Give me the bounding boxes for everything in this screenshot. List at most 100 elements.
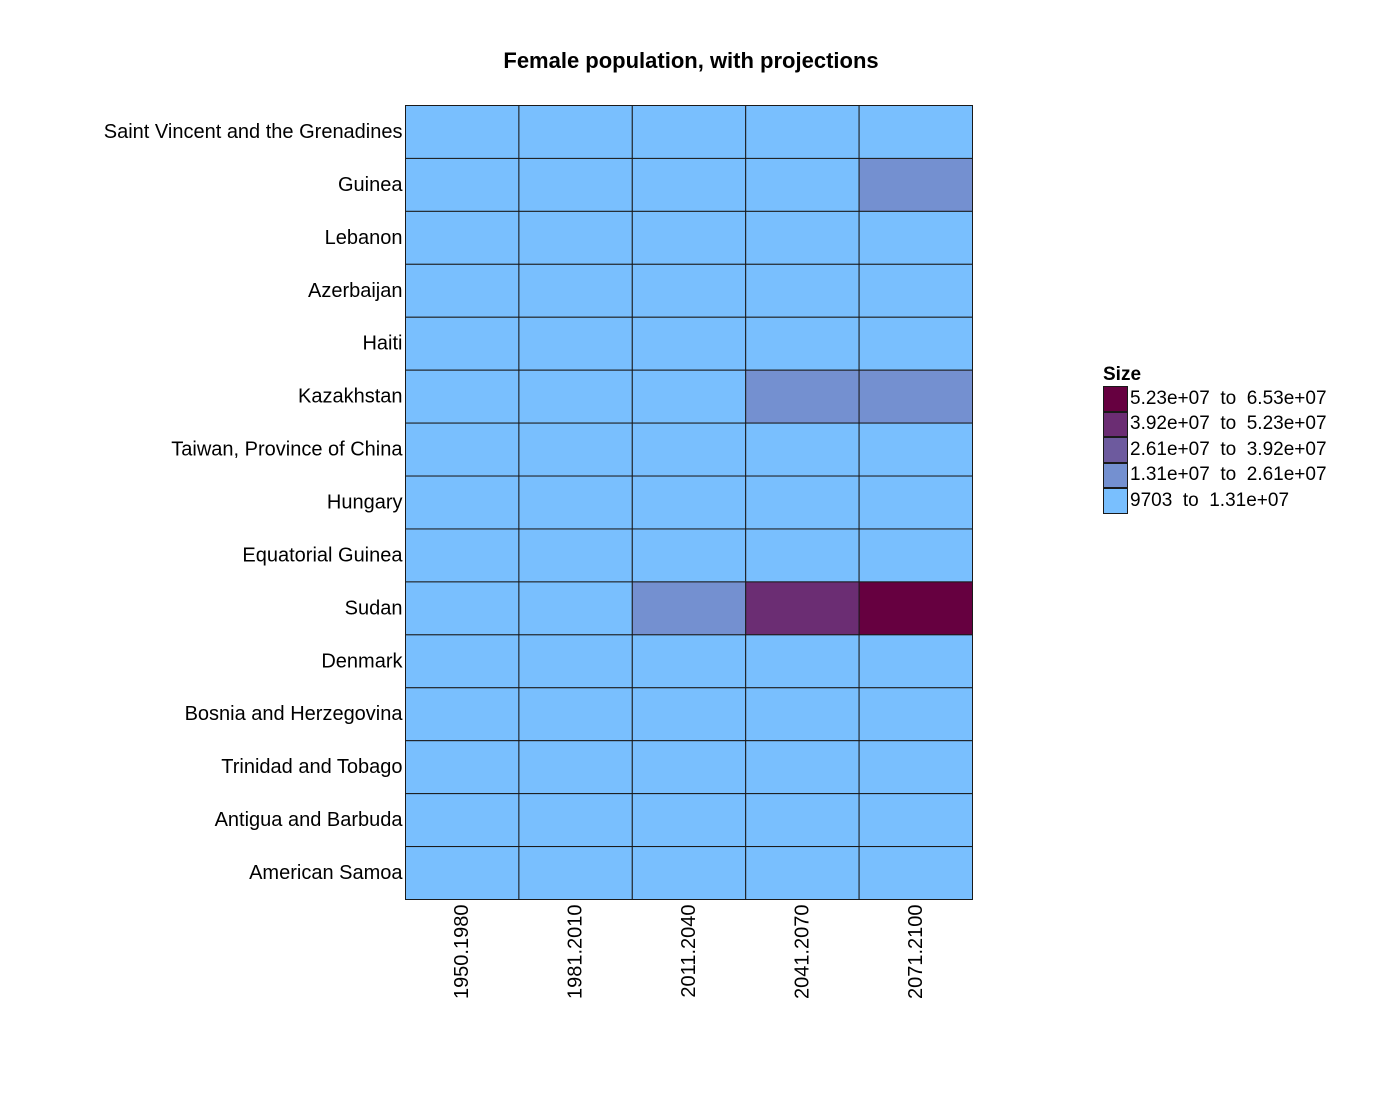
heatmap-cell	[518, 740, 633, 795]
heatmap-cell	[745, 475, 860, 530]
heatmap-cell	[405, 687, 520, 742]
heatmap-cell	[858, 581, 973, 636]
x-tick-label: 2071.2100	[905, 905, 927, 1000]
x-axis-labels: 1950.1980 1981.2010 2011.2040 2041.2070 2071…	[451, 905, 927, 1000]
y-tick-label: Lebanon	[325, 227, 403, 249]
y-tick-label: Haiti	[362, 333, 402, 355]
heatmap-cell	[745, 581, 860, 636]
heatmap-cell	[858, 316, 973, 371]
heatmap-cell	[631, 740, 747, 795]
heatmap-cell	[745, 793, 860, 848]
heatmap-cell	[631, 846, 747, 900]
y-tick-label: Bosnia and Herzegovina	[185, 703, 404, 725]
legend-item: 2.61e+07 to 3.92e+07	[1103, 437, 1327, 463]
heatmap-cell	[405, 316, 520, 371]
heatmap-cell	[405, 793, 520, 848]
heatmap-cell	[745, 422, 860, 477]
legend-swatch	[1103, 411, 1128, 437]
heatmap-cell	[518, 634, 633, 689]
heatmap-cell	[745, 210, 860, 265]
heatmap-cells	[405, 105, 973, 900]
heatmap-cell	[858, 475, 973, 530]
heatmap-cell	[405, 528, 520, 583]
heatmap-cell	[745, 634, 860, 689]
heatmap-cell	[631, 316, 747, 371]
heatmap-cell	[745, 263, 860, 318]
heatmap-cell	[518, 157, 633, 212]
heatmap-cell	[745, 316, 860, 371]
heatmap-cell	[858, 634, 973, 689]
x-tick-label: 1950.1980	[451, 905, 473, 1000]
heatmap-cell	[745, 528, 860, 583]
y-tick-label: Hungary	[327, 492, 403, 514]
heatmap-cell	[631, 369, 747, 424]
legend-label: 1.31e+07 to 2.61e+07	[1130, 464, 1327, 486]
y-tick-label: Taiwan, Province of China	[171, 439, 403, 461]
heatmap-cell	[518, 581, 633, 636]
heatmap-cell	[518, 210, 633, 265]
heatmap-cell	[858, 369, 973, 424]
legend-swatch	[1103, 488, 1128, 514]
heatmap-cell	[518, 263, 633, 318]
heatmap-cell	[858, 157, 973, 212]
heatmap-cell	[745, 369, 860, 424]
heatmap-cell	[405, 475, 520, 530]
heatmap-cell	[518, 316, 633, 371]
legend-item: 9703 to 1.31e+07	[1103, 488, 1327, 514]
heatmap-cell	[745, 105, 860, 159]
y-tick-label: Sudan	[345, 597, 403, 619]
y-tick-label: Guinea	[338, 174, 403, 196]
heatmap-cell	[858, 210, 973, 265]
heatmap-cell	[631, 422, 747, 477]
heatmap-cell	[405, 740, 520, 795]
legend-swatch	[1103, 462, 1128, 488]
legend-item: 5.23e+07 to 6.53e+07	[1103, 386, 1327, 412]
heatmap-cell	[405, 634, 520, 689]
heatmap-cell	[405, 210, 520, 265]
heatmap-cell	[518, 793, 633, 848]
legend: Size 5.23e+07 to 6.53e+07 3.92e+07 to 5.2…	[1103, 364, 1327, 514]
heatmap-cell	[858, 846, 973, 900]
legend-items: 5.23e+07 to 6.53e+07 3.92e+07 to 5.23e+07…	[1103, 386, 1327, 514]
heatmap-cell	[858, 263, 973, 318]
x-tick-label: 2041.2070	[791, 905, 813, 1000]
legend-swatch	[1103, 437, 1128, 463]
heatmap-cell	[518, 369, 633, 424]
heatmap-cell	[631, 581, 747, 636]
heatmap-cell	[631, 634, 747, 689]
y-tick-label: American Samoa	[249, 862, 403, 884]
chart-title: Female population, with projections	[503, 48, 879, 73]
heatmap-cell	[405, 846, 520, 900]
x-tick-label: 2011.2040	[678, 905, 700, 998]
heatmap-cell	[858, 740, 973, 795]
legend-item: 1.31e+07 to 2.61e+07	[1103, 462, 1327, 488]
y-tick-label: Azerbaijan	[308, 280, 403, 302]
y-tick-label: Saint Vincent and the Grenadines	[104, 121, 403, 143]
heatmap-cell	[631, 157, 747, 212]
legend-label: 3.92e+07 to 5.23e+07	[1130, 413, 1327, 435]
heatmap-cell	[858, 105, 973, 159]
heatmap-cell	[745, 740, 860, 795]
y-tick-label: Trinidad and Tobago	[221, 756, 402, 778]
heatmap-cell	[405, 157, 520, 212]
legend-item: 3.92e+07 to 5.23e+07	[1103, 411, 1327, 437]
legend-swatch	[1103, 386, 1128, 412]
legend-title: Size	[1103, 364, 1142, 385]
y-tick-label: Equatorial Guinea	[242, 544, 403, 566]
heatmap-cell	[518, 528, 633, 583]
heatmap-cell	[405, 263, 520, 318]
legend-label: 9703 to 1.31e+07	[1130, 489, 1290, 511]
legend-label: 2.61e+07 to 3.92e+07	[1130, 438, 1327, 460]
heatmap-cell	[518, 475, 633, 530]
heatmap-cell	[631, 263, 747, 318]
heatmap-cell	[518, 105, 633, 159]
heatmap-cell	[518, 846, 633, 900]
heatmap-cell	[745, 846, 860, 900]
heatmap-cell	[858, 793, 973, 848]
heatmap-cell	[631, 687, 747, 742]
heatmap-cell	[518, 687, 633, 742]
heatmap-cell	[858, 687, 973, 742]
y-tick-label: Antigua and Barbuda	[215, 809, 404, 831]
heatmap-cell	[858, 528, 973, 583]
